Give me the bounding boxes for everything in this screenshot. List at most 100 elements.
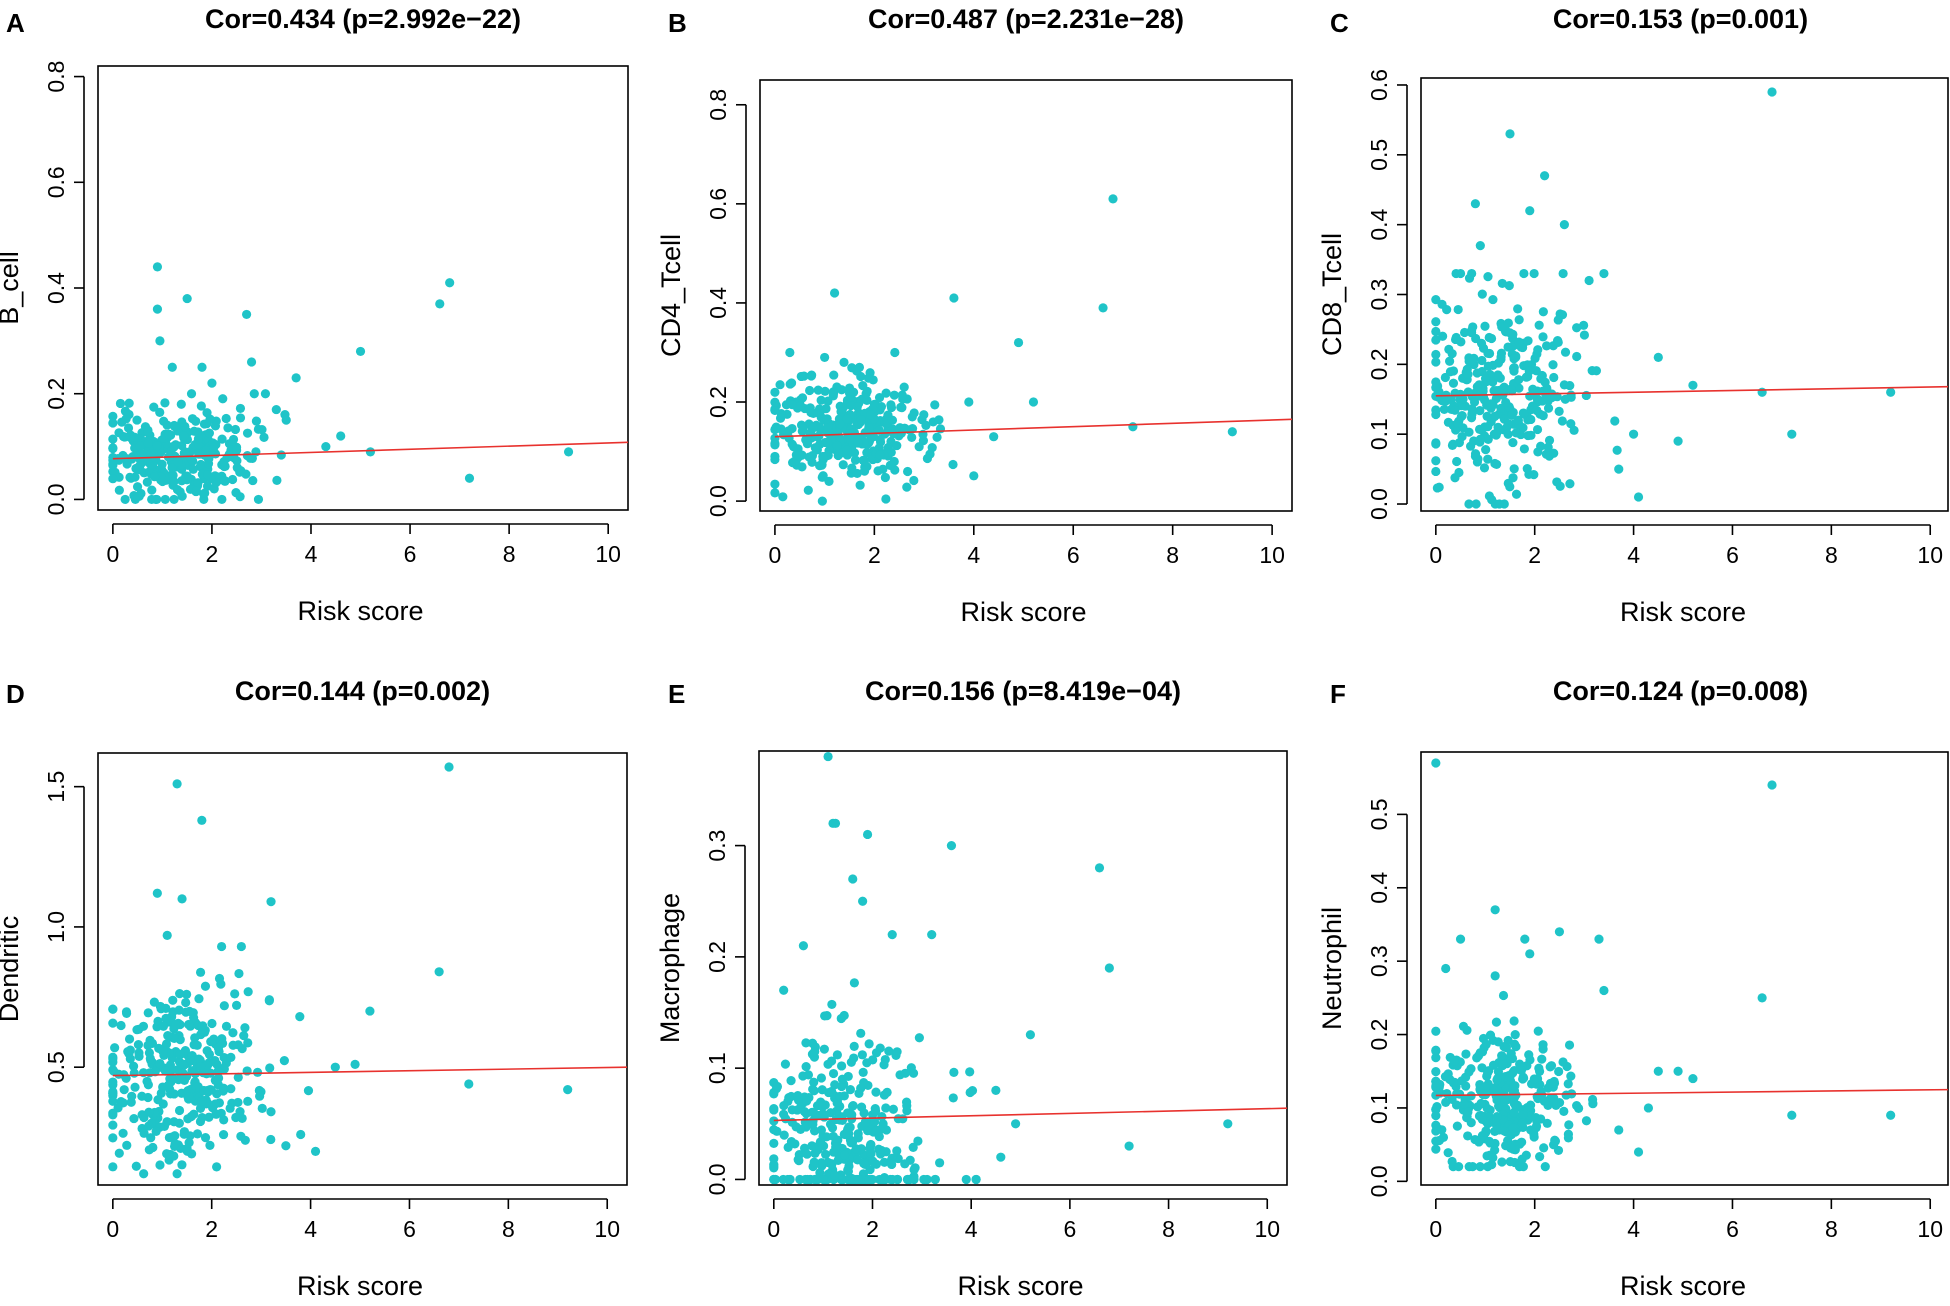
data-point bbox=[1519, 268, 1529, 279]
data-point bbox=[1508, 437, 1518, 448]
data-point bbox=[1493, 1037, 1503, 1047]
data-point bbox=[1468, 1162, 1478, 1172]
x-axis-label: Risk score bbox=[958, 1271, 1084, 1301]
x-tick-label: 10 bbox=[1259, 542, 1285, 568]
x-tick-label: 6 bbox=[1726, 1216, 1739, 1242]
y-tick-label: 0.2 bbox=[1366, 348, 1392, 380]
data-point bbox=[887, 930, 897, 940]
data-point bbox=[1536, 441, 1546, 451]
data-point bbox=[1108, 194, 1118, 204]
data-point bbox=[198, 1021, 208, 1031]
data-point bbox=[241, 309, 252, 320]
data-point bbox=[823, 421, 833, 431]
data-point bbox=[830, 1080, 840, 1090]
chart-title: Cor=0.487 (p=2.231e−28) bbox=[868, 4, 1184, 34]
data-point bbox=[1431, 295, 1441, 305]
data-point bbox=[899, 382, 909, 392]
data-point bbox=[907, 412, 917, 422]
data-point bbox=[240, 1023, 250, 1033]
data-point bbox=[964, 397, 974, 407]
data-point bbox=[1457, 431, 1467, 442]
data-point bbox=[996, 1152, 1006, 1162]
data-point bbox=[1223, 1119, 1233, 1129]
data-point bbox=[816, 395, 826, 405]
data-point bbox=[234, 968, 244, 979]
data-point bbox=[153, 1095, 163, 1105]
x-tick-label: 2 bbox=[206, 541, 219, 567]
data-point bbox=[303, 1086, 314, 1096]
data-point bbox=[170, 1139, 180, 1149]
data-point bbox=[1525, 1055, 1535, 1065]
data-point bbox=[1481, 445, 1491, 455]
data-point bbox=[786, 1076, 796, 1086]
y-tick-label: 0.0 bbox=[43, 483, 69, 515]
data-point bbox=[1493, 422, 1503, 432]
data-point bbox=[1787, 1110, 1797, 1120]
data-point bbox=[296, 1129, 306, 1140]
data-point bbox=[961, 1174, 971, 1185]
x-tick-label: 2 bbox=[866, 1216, 879, 1242]
data-point bbox=[1543, 1100, 1553, 1110]
data-point bbox=[1483, 348, 1493, 359]
data-point bbox=[1504, 281, 1514, 291]
data-point bbox=[203, 1087, 213, 1097]
plot-frame bbox=[758, 750, 1288, 1186]
data-point bbox=[1531, 1113, 1541, 1123]
y-axis-label: CD4_Tcell bbox=[656, 234, 686, 357]
data-point bbox=[863, 1126, 873, 1136]
data-point bbox=[108, 1004, 118, 1014]
data-point bbox=[1447, 1156, 1457, 1167]
data-point bbox=[900, 1068, 910, 1078]
panel-label: C bbox=[1330, 8, 1349, 38]
data-point bbox=[163, 1080, 174, 1090]
data-point bbox=[123, 423, 134, 433]
panel-b: B Cor=0.487 (p=2.231e−28) 0 2 4 6 8 10 Risk scor… bbox=[656, 4, 1293, 627]
data-point bbox=[160, 1066, 171, 1076]
data-point bbox=[909, 475, 919, 486]
data-point bbox=[143, 438, 153, 448]
data-point bbox=[1476, 1098, 1486, 1109]
data-point bbox=[932, 432, 942, 442]
data-point bbox=[1456, 412, 1466, 422]
data-point bbox=[1025, 1030, 1036, 1040]
data-point bbox=[837, 1061, 847, 1071]
data-point bbox=[1628, 429, 1639, 439]
data-point bbox=[874, 1131, 884, 1142]
data-point bbox=[1633, 1147, 1644, 1157]
data-point bbox=[237, 1044, 247, 1054]
y-tick-label: 0.5 bbox=[1366, 139, 1392, 171]
data-point bbox=[1549, 1078, 1560, 1088]
data-point bbox=[1469, 397, 1480, 407]
data-point bbox=[164, 429, 174, 439]
data-point bbox=[1475, 406, 1485, 416]
data-point bbox=[160, 494, 170, 505]
panel-label: D bbox=[6, 679, 25, 709]
data-point bbox=[134, 1024, 144, 1034]
data-point bbox=[1124, 1141, 1134, 1151]
data-point bbox=[203, 470, 213, 480]
y-tick-label: 0.2 bbox=[1366, 1019, 1392, 1051]
data-point bbox=[108, 1087, 118, 1097]
data-point bbox=[1448, 378, 1459, 388]
data-point bbox=[1554, 927, 1565, 937]
data-point bbox=[1447, 349, 1457, 359]
data-point bbox=[839, 1010, 849, 1021]
data-point bbox=[1227, 427, 1237, 437]
data-point bbox=[196, 1061, 206, 1072]
data-point bbox=[201, 445, 211, 455]
data-point bbox=[859, 466, 870, 476]
data-point bbox=[151, 1126, 161, 1136]
data-point bbox=[1475, 1162, 1485, 1172]
data-point bbox=[824, 446, 834, 456]
data-point bbox=[930, 400, 940, 410]
data-point bbox=[775, 413, 786, 423]
data-point bbox=[802, 1096, 812, 1106]
data-point bbox=[934, 415, 944, 425]
y-tick-label: 0.2 bbox=[705, 386, 731, 418]
data-point bbox=[257, 1103, 267, 1113]
y-tick-label: 1.5 bbox=[43, 771, 69, 803]
data-point bbox=[1519, 409, 1529, 419]
x-tick-label: 6 bbox=[1726, 542, 1739, 568]
data-point bbox=[1467, 356, 1478, 366]
data-point bbox=[1497, 278, 1507, 289]
